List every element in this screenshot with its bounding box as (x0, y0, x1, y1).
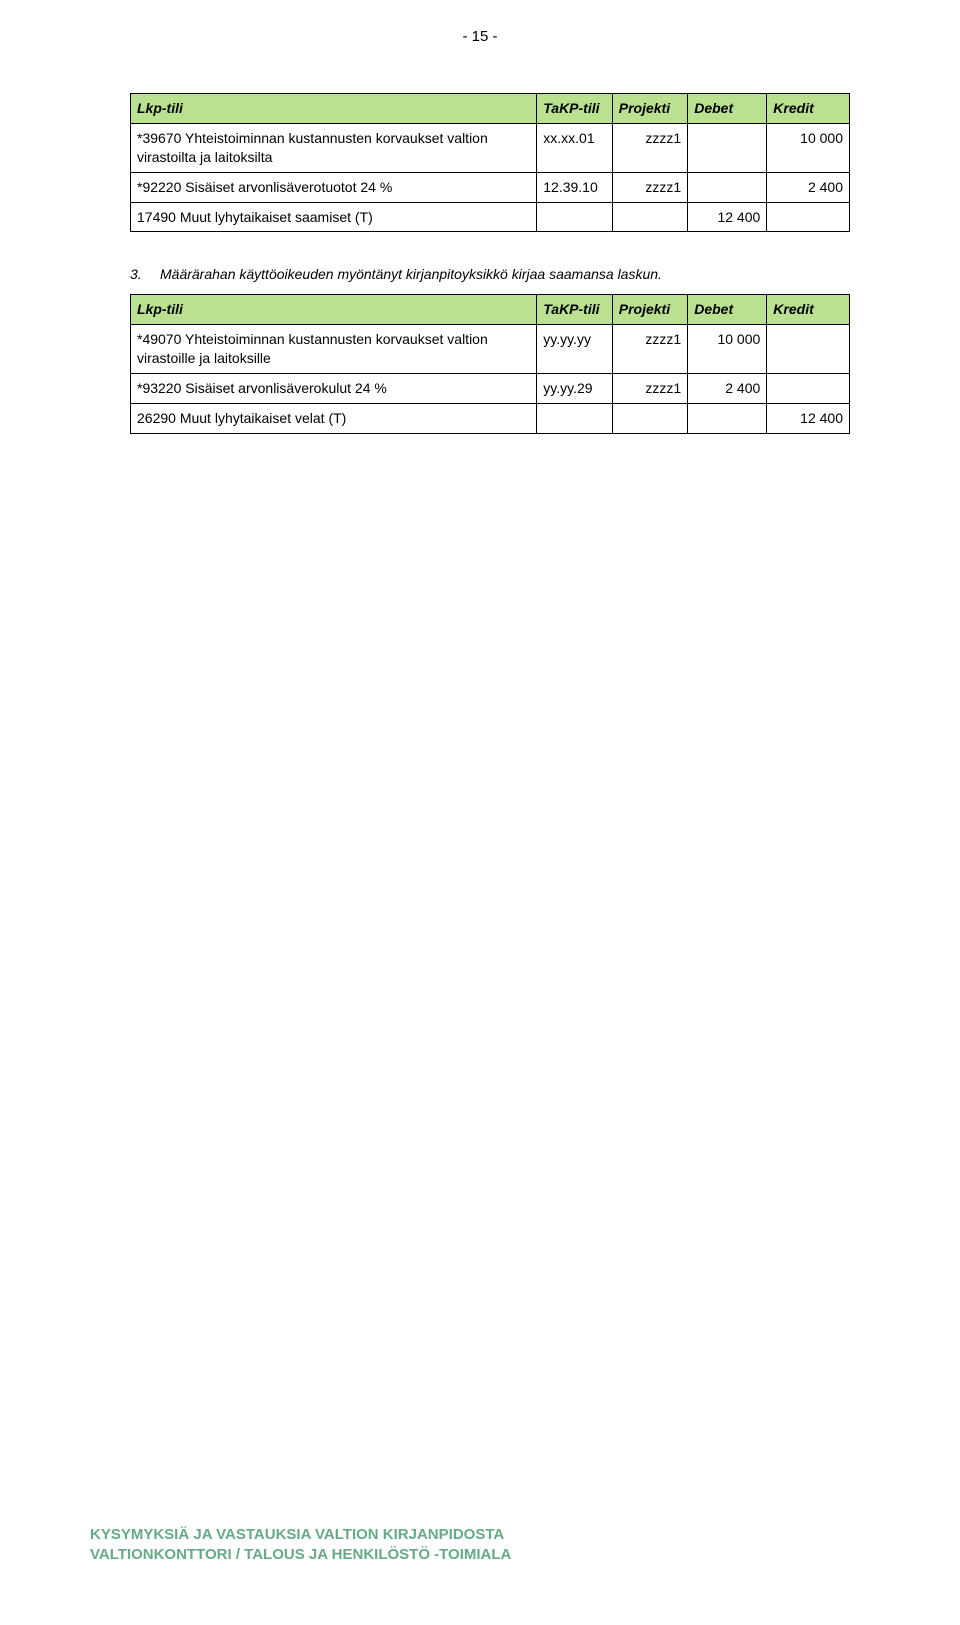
footer: KYSYMYKSIÄ JA VASTAUKSIA VALTION KIRJANP… (90, 1525, 511, 1566)
footer-line-1: KYSYMYKSIÄ JA VASTAUKSIA VALTION KIRJANP… (90, 1525, 511, 1545)
cell-takp (537, 202, 612, 232)
cell-proj (612, 202, 687, 232)
th-lkptili: Lkp-tili (131, 295, 537, 325)
th-lkptili: Lkp-tili (131, 94, 537, 124)
table-row: *93220 Sisäiset arvonlisäverokulut 24 % … (131, 374, 850, 404)
cell-kredit: 2 400 (767, 172, 850, 202)
paragraph-3: 3. Määrärahan käyttöoikeuden myöntänyt k… (130, 266, 850, 282)
cell-debet: 10 000 (688, 325, 767, 374)
cell-proj: zzzz1 (612, 325, 687, 374)
table-header-row: Lkp-tili TaKP-tili Projekti Debet Kredit (131, 94, 850, 124)
table-row: *49070 Yhteistoiminnan kustannusten korv… (131, 325, 850, 374)
cell-desc: *49070 Yhteistoiminnan kustannusten korv… (131, 325, 537, 374)
cell-desc: *93220 Sisäiset arvonlisäverokulut 24 % (131, 374, 537, 404)
paragraph-number: 3. (130, 266, 160, 282)
page-number: - 15 - (0, 0, 960, 93)
cell-debet: 2 400 (688, 374, 767, 404)
cell-takp: 12.39.10 (537, 172, 612, 202)
content-area: Lkp-tili TaKP-tili Projekti Debet Kredit… (0, 93, 960, 434)
cell-debet (688, 123, 767, 172)
th-kredit: Kredit (767, 295, 850, 325)
cell-proj: zzzz1 (612, 374, 687, 404)
table-1: Lkp-tili TaKP-tili Projekti Debet Kredit… (130, 93, 850, 232)
cell-kredit (767, 374, 850, 404)
cell-takp (537, 404, 612, 434)
cell-proj: zzzz1 (612, 172, 687, 202)
th-projekti: Projekti (612, 94, 687, 124)
footer-line-2: VALTIONKONTTORI / TALOUS JA HENKILÖSTÖ -… (90, 1545, 511, 1565)
cell-debet (688, 172, 767, 202)
table-2: Lkp-tili TaKP-tili Projekti Debet Kredit… (130, 294, 850, 433)
table-row: *92220 Sisäiset arvonlisäverotuotot 24 %… (131, 172, 850, 202)
cell-takp: xx.xx.01 (537, 123, 612, 172)
table-row: 26290 Muut lyhytaikaiset velat (T) 12 40… (131, 404, 850, 434)
cell-kredit: 10 000 (767, 123, 850, 172)
table-header-row: Lkp-tili TaKP-tili Projekti Debet Kredit (131, 295, 850, 325)
cell-desc: *39670 Yhteistoiminnan kustannusten korv… (131, 123, 537, 172)
th-debet: Debet (688, 295, 767, 325)
th-debet: Debet (688, 94, 767, 124)
cell-proj (612, 404, 687, 434)
cell-desc: 17490 Muut lyhytaikaiset saamiset (T) (131, 202, 537, 232)
cell-debet (688, 404, 767, 434)
cell-takp: yy.yy.29 (537, 374, 612, 404)
cell-kredit (767, 202, 850, 232)
cell-desc: 26290 Muut lyhytaikaiset velat (T) (131, 404, 537, 434)
cell-takp: yy.yy.yy (537, 325, 612, 374)
table-row: *39670 Yhteistoiminnan kustannusten korv… (131, 123, 850, 172)
paragraph-text: Määrärahan käyttöoikeuden myöntänyt kirj… (160, 266, 662, 282)
cell-desc: *92220 Sisäiset arvonlisäverotuotot 24 % (131, 172, 537, 202)
cell-kredit (767, 325, 850, 374)
cell-kredit: 12 400 (767, 404, 850, 434)
table-row: 17490 Muut lyhytaikaiset saamiset (T) 12… (131, 202, 850, 232)
cell-debet: 12 400 (688, 202, 767, 232)
th-takptili: TaKP-tili (537, 295, 612, 325)
cell-proj: zzzz1 (612, 123, 687, 172)
th-projekti: Projekti (612, 295, 687, 325)
th-takptili: TaKP-tili (537, 94, 612, 124)
th-kredit: Kredit (767, 94, 850, 124)
